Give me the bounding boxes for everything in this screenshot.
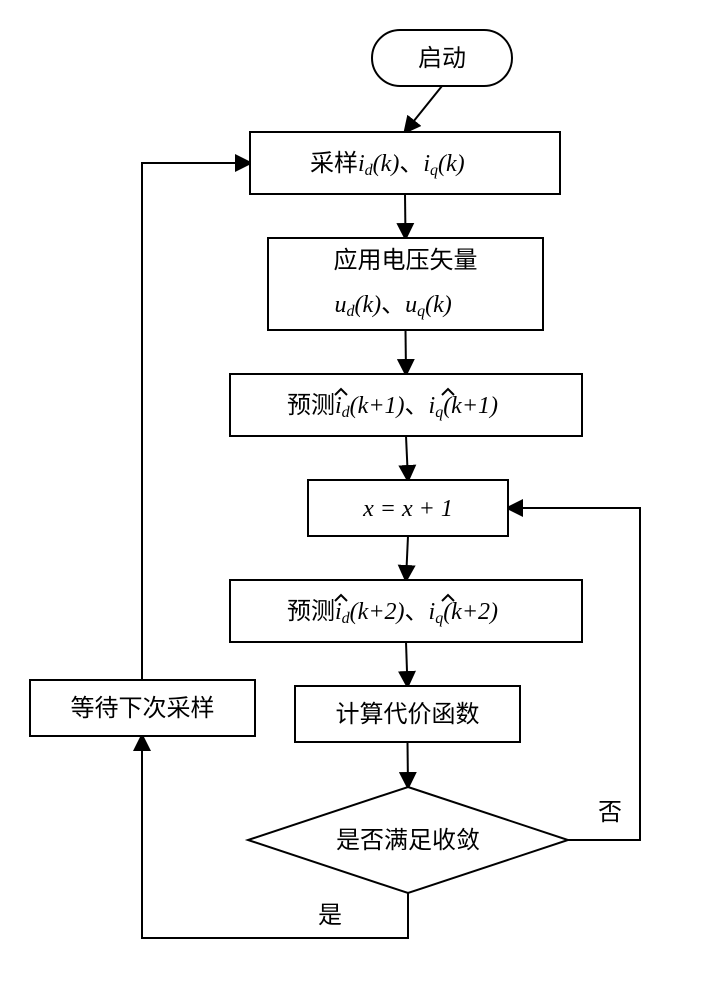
svg-text:预测id(k+2)、iq(k+2): 预测id(k+2)、iq(k+2)	[287, 598, 498, 627]
node-dec: 是否满足收敛	[248, 787, 568, 893]
svg-text:计算代价函数: 计算代价函数	[336, 701, 480, 728]
svg-text:是否满足收敛: 是否满足收敛	[336, 827, 480, 854]
node-sample: 采样id(k)、iq(k)	[250, 132, 560, 194]
edge-cost-dec	[408, 742, 409, 787]
edge-pred2-cost	[406, 642, 408, 686]
node-wait: 等待下次采样	[30, 680, 255, 736]
edge-apply-pred1	[406, 330, 407, 374]
svg-text:等待下次采样: 等待下次采样	[71, 695, 215, 722]
edge-label-no: 否	[598, 800, 622, 826]
edge-dec-xinc	[508, 508, 640, 840]
svg-text:启动: 启动	[418, 45, 466, 72]
flowchart-canvas: 启动采样id(k)、iq(k) 应用电压矢量ud(k)、uq(k) 预测id(k+1…	[0, 0, 713, 1000]
node-pred1: 预测id(k+1)、iq(k+1)	[230, 374, 582, 436]
svg-text:预测id(k+1)、iq(k+1): 预测id(k+1)、iq(k+1)	[287, 392, 498, 421]
edge-xinc-pred2	[406, 536, 408, 580]
node-cost: 计算代价函数	[295, 686, 520, 742]
node-apply: 应用电压矢量ud(k)、uq(k)	[268, 238, 543, 330]
edge-start-sample	[405, 86, 442, 132]
edge-sample-apply	[405, 194, 406, 238]
svg-text:采样id(k)、iq(k): 采样id(k)、iq(k)	[310, 150, 465, 179]
node-start: 启动	[372, 30, 512, 86]
svg-text:应用电压矢量: 应用电压矢量	[334, 247, 478, 274]
node-pred2: 预测id(k+2)、iq(k+2)	[230, 580, 582, 642]
edge-label-yes: 是	[318, 903, 342, 929]
svg-text:x = x + 1: x = x + 1	[362, 496, 453, 522]
node-xinc: x = x + 1	[308, 480, 508, 536]
nodes-layer: 启动采样id(k)、iq(k) 应用电压矢量ud(k)、uq(k) 预测id(k+1…	[30, 30, 582, 893]
edge-pred1-xinc	[406, 436, 408, 480]
